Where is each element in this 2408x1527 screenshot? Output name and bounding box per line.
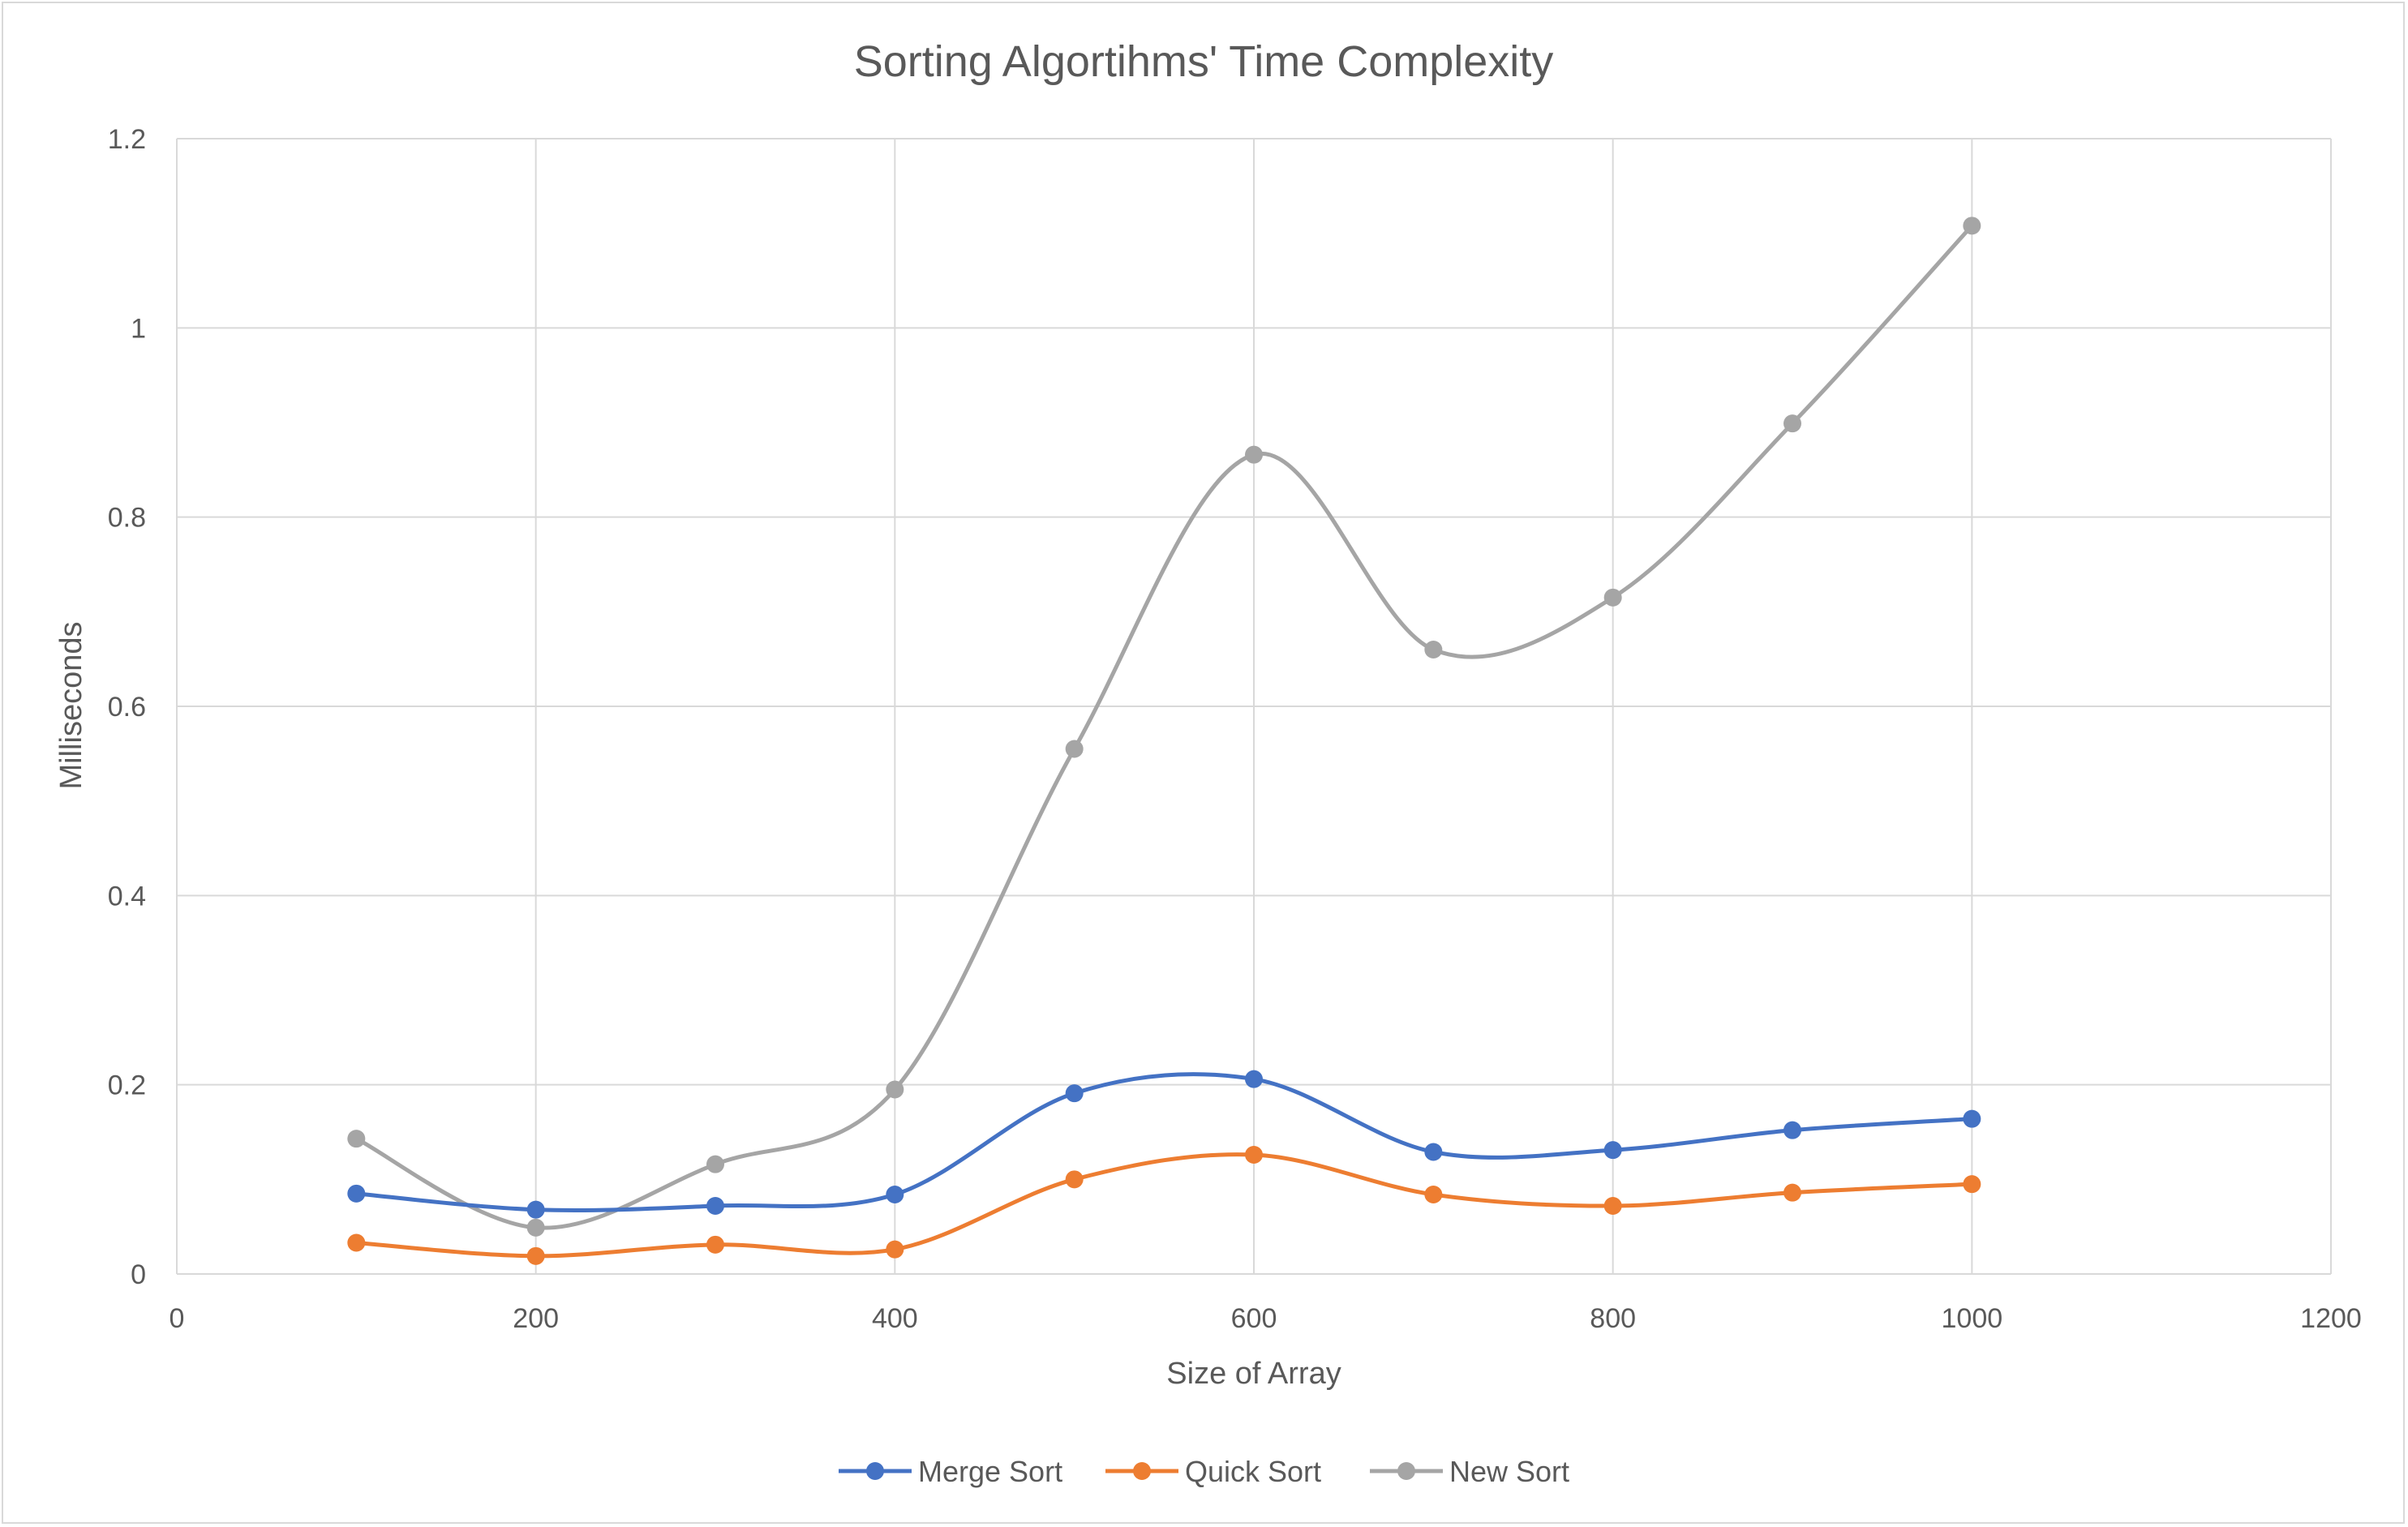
series-markers xyxy=(347,217,1981,1265)
merge-sort-point xyxy=(1783,1121,1801,1139)
x-tick-label: 200 xyxy=(513,1303,559,1334)
new-sort-line xyxy=(354,223,1974,1230)
quick-sort-point xyxy=(886,1240,904,1259)
legend-new-sort-label: New Sort xyxy=(1449,1455,1569,1488)
new-sort-point xyxy=(886,1080,904,1099)
y-tick-label: 1 xyxy=(131,313,146,344)
new-sort-point xyxy=(1603,588,1622,607)
new-sort-point xyxy=(1963,217,1981,235)
gridlines xyxy=(176,138,2332,1275)
quick-sort-point xyxy=(1065,1170,1084,1189)
merge-sort-point xyxy=(1424,1143,1443,1161)
merge-sort-line xyxy=(354,1072,1974,1212)
new-sort-point xyxy=(1245,445,1263,464)
quick-sort-point xyxy=(1603,1197,1622,1215)
merge-sort-point xyxy=(1603,1141,1622,1160)
legend-quick-sort-marker xyxy=(1133,1462,1151,1480)
x-axis-title: Size of Array xyxy=(1166,1357,1341,1391)
quick-sort-point xyxy=(1783,1183,1801,1202)
merge-sort-point xyxy=(1963,1109,1981,1128)
new-sort-point xyxy=(347,1130,366,1148)
y-tick-label: 1.2 xyxy=(108,124,146,155)
series-lines xyxy=(354,223,1974,1259)
x-tick-label: 800 xyxy=(1590,1303,1636,1334)
quick-sort-point xyxy=(526,1246,545,1265)
new-sort-point xyxy=(1424,641,1443,658)
x-tick-label: 0 xyxy=(170,1303,185,1334)
x-tick-label: 1200 xyxy=(2300,1303,2362,1334)
new-sort-point xyxy=(526,1218,545,1237)
new-sort-point xyxy=(706,1155,724,1173)
y-axis-title: Milliseconds xyxy=(54,622,88,790)
x-tick-label: 400 xyxy=(872,1303,918,1334)
legend-new-sort-marker xyxy=(1397,1462,1415,1480)
merge-sort-point xyxy=(526,1200,545,1219)
quick-sort-point xyxy=(1245,1146,1263,1164)
x-tick-label: 1000 xyxy=(1942,1303,2003,1334)
quick-sort-point xyxy=(347,1233,366,1252)
merge-sort-point xyxy=(1245,1070,1263,1088)
quick-sort-line xyxy=(354,1152,1974,1259)
new-sort-point xyxy=(1783,414,1801,433)
new-sort-point xyxy=(1065,740,1084,758)
x-tick-label: 600 xyxy=(1231,1303,1277,1334)
quick-sort-point xyxy=(706,1235,724,1254)
y-tick-label: 0.4 xyxy=(108,881,146,911)
chart-title: Sorting Algortihms' Time Complexity xyxy=(854,37,1554,86)
quick-sort-point xyxy=(1963,1175,1981,1194)
legend-quick-sort-label: Quick Sort xyxy=(1185,1455,1321,1488)
y-tick-label: 0 xyxy=(131,1259,146,1290)
tick-labels: 0 0.2 0.4 0.6 0.8 1 1.2 0 200 400 600 800 1000 1200 xyxy=(108,124,2362,1334)
merge-sort-point xyxy=(886,1186,904,1203)
legend-merge-sort-marker xyxy=(866,1462,884,1480)
y-tick-label: 0.2 xyxy=(108,1070,146,1101)
legend-merge-sort-label: Merge Sort xyxy=(918,1455,1062,1488)
quick-sort-point xyxy=(1424,1186,1443,1203)
y-tick-label: 0.8 xyxy=(108,503,146,534)
merge-sort-point xyxy=(706,1197,724,1215)
merge-sort-point xyxy=(1065,1084,1084,1103)
legend: Merge Sort Quick Sort New Sort xyxy=(839,1455,1569,1488)
merge-sort-point xyxy=(347,1184,366,1203)
y-tick-label: 0.6 xyxy=(108,692,146,723)
